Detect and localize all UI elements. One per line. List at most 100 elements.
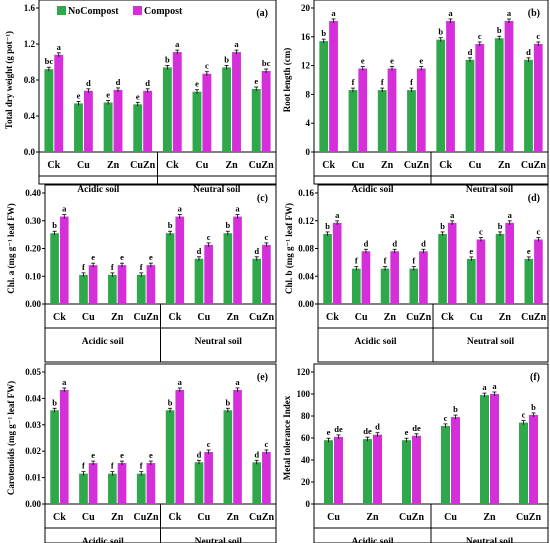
y-tick-label: 0.04: [25, 393, 41, 403]
panel-frame: [313, 363, 549, 543]
significance-letter: de: [334, 424, 343, 434]
bar-nocompost-zn: [380, 268, 390, 304]
y-tick-label: 0.8: [24, 75, 36, 85]
bar-nocompost-ck: [162, 67, 172, 152]
significance-letter: a: [62, 204, 67, 214]
significance-letter: e: [120, 450, 124, 460]
y-tick-label: 60: [301, 433, 311, 443]
significance-letter: b: [165, 54, 170, 64]
significance-letter: e: [136, 91, 140, 101]
category-label: Cu: [444, 512, 457, 523]
bar-nocompost-ck: [319, 41, 329, 153]
group-label: Neutral soil: [195, 537, 243, 543]
bar-nocompost-ck: [44, 69, 54, 152]
category-label: CuZn: [134, 312, 159, 323]
group-label: Acidic soil: [352, 185, 394, 195]
category-label: Zn: [107, 160, 120, 171]
bar-nocompost-cuzn: [409, 268, 419, 304]
bar-nocompost-ck: [50, 233, 59, 304]
bar-nocompost-cuzn: [252, 258, 262, 304]
significance-letter: b: [438, 27, 443, 37]
panel-1: 0.0 0.4 0.8 1.2 1.6 Total dry weight (g pot⁻¹…: [4, 0, 277, 195]
significance-letter: a: [62, 377, 67, 387]
bar-nocompost-zn: [480, 395, 489, 504]
bar-nocompost-ck: [436, 39, 446, 152]
significance-letter: de: [412, 423, 421, 433]
category-label: CuZn: [130, 160, 155, 171]
bar-compost-ck: [446, 20, 455, 153]
bar-nocompost-cu: [194, 258, 204, 304]
significance-letter: b: [325, 221, 330, 231]
category-label: CuZn: [249, 312, 274, 323]
bar-nocompost-cuzn: [252, 462, 262, 504]
bar-compost-zn: [233, 216, 242, 304]
significance-letter: d: [254, 246, 259, 256]
y-tick-label: 0.20: [25, 244, 41, 254]
significance-letter: d: [86, 78, 91, 88]
category-label: CuZn: [404, 160, 429, 171]
panel-frame: [44, 363, 277, 543]
bar-compost-cu: [334, 436, 343, 504]
bar-compost-ck: [59, 389, 69, 504]
y-tick-label: 1.2: [24, 39, 36, 49]
significance-letter: f: [140, 262, 143, 272]
y-axis-label: Metal tolerance Index: [282, 395, 292, 480]
significance-letter: a: [235, 204, 240, 214]
y-tick-label: 0.4: [24, 111, 36, 121]
bar-compost-cu: [204, 451, 213, 504]
significance-letter: a: [448, 8, 453, 18]
bar-nocompost-cu: [441, 425, 450, 504]
category-label: Zn: [381, 160, 394, 171]
y-tick-label: 0.02: [25, 446, 41, 456]
bar-compost-cu: [202, 73, 212, 152]
significance-letter: a: [235, 377, 240, 387]
significance-letter: d: [526, 47, 531, 57]
bar-compost-ck: [329, 20, 338, 153]
legend: NoCompost Compost: [57, 6, 183, 17]
significance-letter: b: [224, 54, 229, 64]
bar-nocompost-cuzn: [519, 422, 528, 504]
y-tick-label: 16: [301, 32, 311, 42]
significance-letter: f: [82, 262, 85, 272]
y-tick-label: 100: [297, 389, 311, 399]
bar-nocompost-cu: [74, 103, 83, 152]
significance-letter: d: [197, 449, 202, 459]
bar-nocompost-cuzn: [136, 473, 146, 504]
group-label: Neutral soil: [466, 537, 514, 543]
significance-letter: a: [450, 210, 455, 220]
category-label: Cu: [82, 512, 95, 523]
panel-4: 0.00 0.04 0.08 0.12 0.16 Chl. b (mg g⁻¹ leaf …: [284, 184, 549, 363]
significance-letter: e: [120, 252, 124, 262]
significance-letter: e: [469, 246, 473, 256]
significance-letter: b: [531, 402, 536, 412]
group-label: Neutral soil: [466, 185, 514, 195]
significance-letter: e: [527, 246, 531, 256]
category-label: CuZn: [521, 312, 546, 323]
category-label: Cu: [197, 512, 210, 523]
y-tick-label: 0: [306, 147, 311, 157]
bar-nocompost-zn: [108, 274, 117, 304]
significance-letter: b: [225, 220, 230, 230]
category-label: Ck: [169, 512, 182, 523]
bar-compost-ck: [447, 222, 457, 304]
significance-letter: b: [498, 221, 503, 231]
significance-letter: f: [381, 77, 384, 87]
bar-nocompost-zn: [103, 102, 113, 152]
category-label: CuZn: [516, 512, 541, 523]
bar-compost-cu: [476, 239, 486, 304]
significance-letter: c: [444, 413, 448, 423]
significance-letter: d: [145, 78, 150, 88]
bar-nocompost-cu: [324, 440, 333, 504]
bar-nocompost-ck: [165, 410, 175, 504]
y-axis-label: Chl. a (mg g⁻¹ leaf FW): [6, 203, 16, 293]
category-label: CuZn: [399, 512, 424, 523]
bar-nocompost-ck: [50, 410, 59, 504]
significance-letter: bc: [45, 56, 54, 66]
bar-compost-zn: [505, 222, 514, 304]
category-label: CuZn: [249, 160, 274, 171]
y-tick-label: 0.00: [25, 299, 41, 309]
significance-letter: e: [77, 90, 81, 100]
category-label: Zn: [483, 512, 496, 523]
